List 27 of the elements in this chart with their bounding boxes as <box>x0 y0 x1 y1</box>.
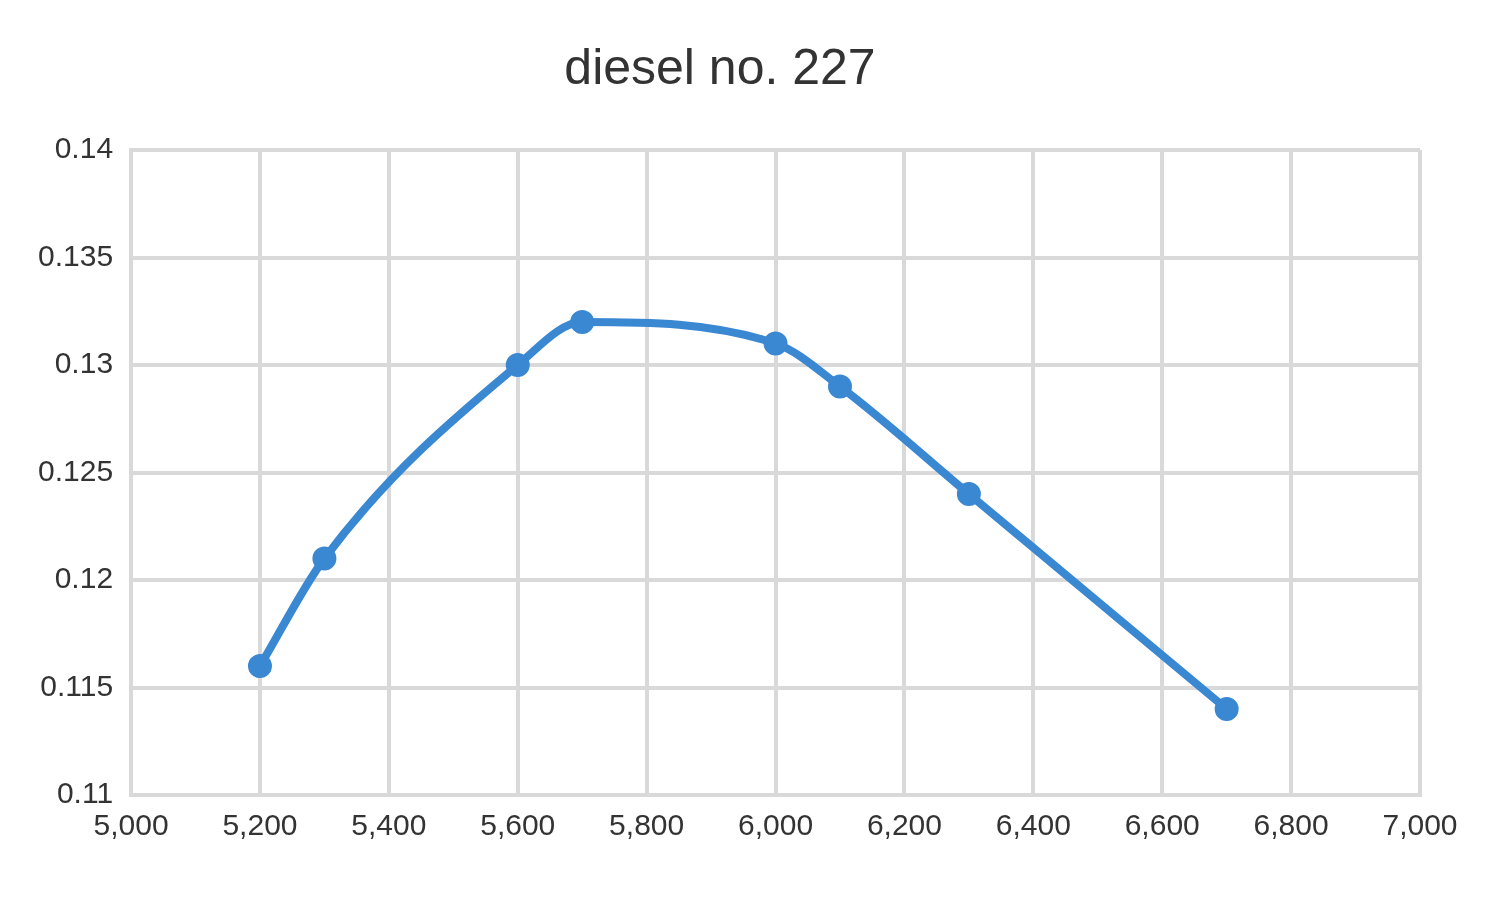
point <box>827 374 852 399</box>
x-tick-label: 5,800 <box>609 808 685 842</box>
y-tick-label: 0.135 <box>38 238 114 272</box>
point <box>247 654 272 678</box>
x-tick-label: 5,600 <box>480 808 556 842</box>
point <box>1214 697 1239 721</box>
x-tick-label: 6,600 <box>1124 808 1200 842</box>
y-tick-label: 0.115 <box>40 668 114 702</box>
y-tick-label: 0.125 <box>38 453 114 487</box>
point <box>570 310 595 334</box>
y-tick-label: 0.11 <box>56 776 114 810</box>
x-tick-label: 6,000 <box>738 808 814 842</box>
y-tick-label: 0.12 <box>54 561 114 595</box>
x-tick-label: 6,800 <box>1253 808 1329 842</box>
y-tick-label: 0.13 <box>54 346 114 380</box>
x-tick-label: 6,200 <box>866 808 942 842</box>
point <box>763 331 788 356</box>
point <box>312 546 337 571</box>
y-tick-label: 0.14 <box>54 131 114 165</box>
x-tick-label: 5,000 <box>93 808 169 842</box>
chart-title: diesel no. 227 <box>564 38 876 95</box>
point <box>956 482 981 506</box>
x-tick-label: 5,400 <box>351 808 427 842</box>
x-tick-label: 6,400 <box>995 808 1071 842</box>
point <box>505 353 530 377</box>
x-tick-label: 5,200 <box>222 808 298 842</box>
x-tick-label: 7,000 <box>1382 808 1458 842</box>
